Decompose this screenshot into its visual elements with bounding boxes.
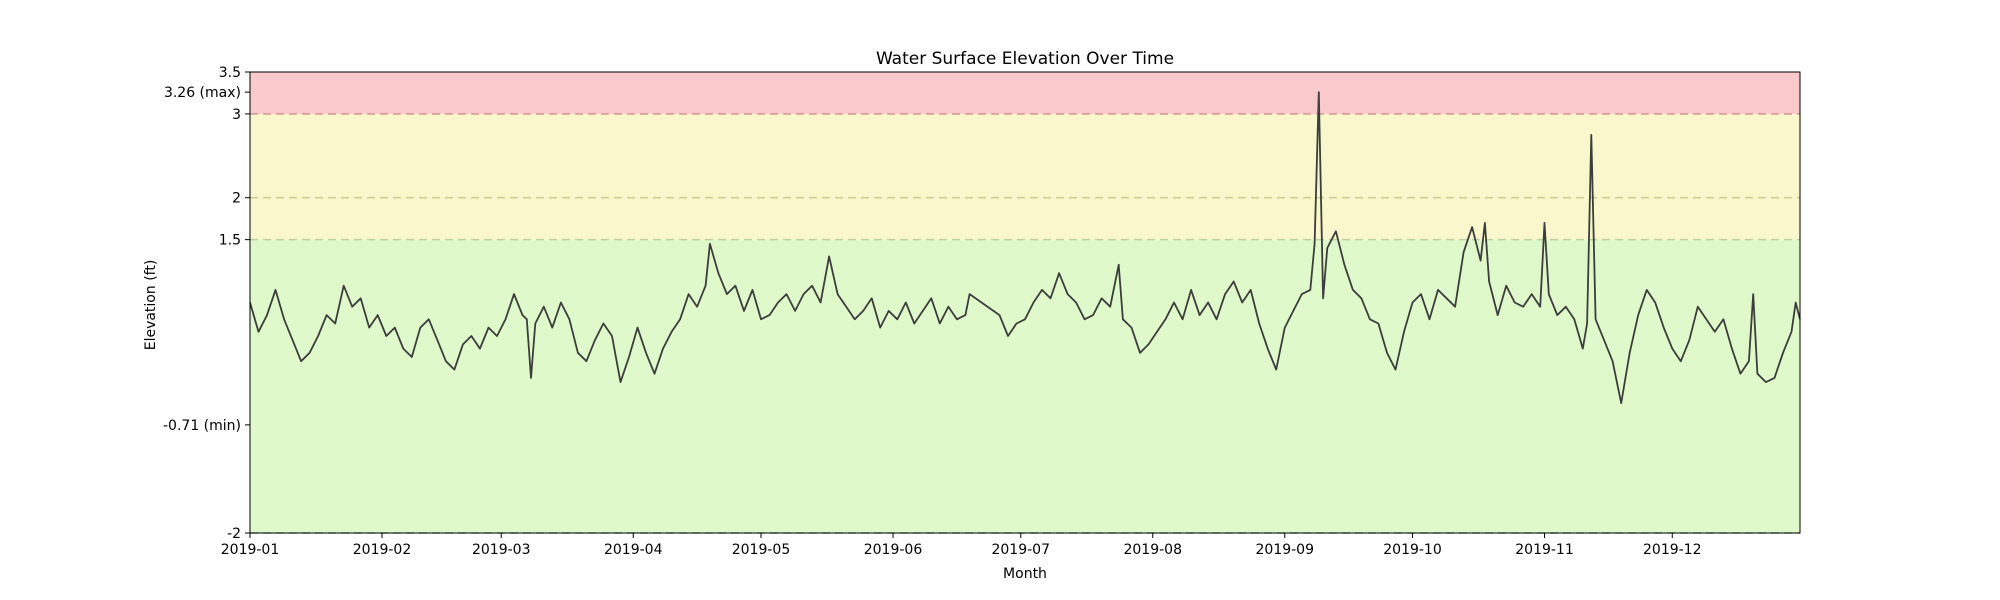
x-tick-label-1: 2019-02 [353, 542, 412, 558]
x-axis: 2019-01 2019-02 2019-03 2019-04 2019-05 2019-… [221, 533, 1702, 558]
chart-title: Water Surface Elevation Over Time [876, 49, 1174, 69]
band-2 [250, 239, 1800, 534]
x-tick-label-6: 2019-07 [991, 542, 1050, 558]
y-axis-label: Elevation (ft) [143, 260, 159, 351]
elevation-bands [250, 72, 1800, 534]
band-1 [250, 113, 1800, 240]
x-tick-label-5: 2019-06 [864, 542, 923, 558]
x-tick-label-0: 2019-01 [221, 542, 280, 558]
series-layer [249, 91, 1801, 405]
x-tick-label-3: 2019-04 [604, 542, 663, 558]
series-line-0 [249, 91, 1801, 405]
y-axis: 3.5 3.26 (max) 3 2 1.5 -0.71 (min) -2 [163, 65, 250, 542]
x-tick-label-7: 2019-08 [1123, 542, 1182, 558]
x-tick-label-9: 2019-10 [1383, 542, 1442, 558]
y-tick-label-6: -2 [227, 526, 241, 542]
x-axis-label: Month [1003, 566, 1047, 582]
x-tick-label-8: 2019-09 [1256, 542, 1315, 558]
y-tick-label-5: -0.71 (min) [163, 418, 241, 434]
x-tick-label-11: 2019-12 [1643, 542, 1702, 558]
y-tick-label-3: 2 [232, 191, 241, 207]
x-tick-label-4: 2019-05 [732, 542, 791, 558]
y-tick-label-1: 3.26 (max) [164, 85, 241, 101]
y-tick-label-0: 3.5 [219, 65, 241, 81]
plot-frame [249, 71, 1801, 534]
x-tick-label-10: 2019-11 [1515, 542, 1574, 558]
y-tick-label-4: 1.5 [219, 233, 241, 249]
y-tick-label-2: 3 [232, 107, 241, 123]
band-0 [250, 72, 1800, 114]
x-tick-label-2: 2019-03 [472, 542, 531, 558]
